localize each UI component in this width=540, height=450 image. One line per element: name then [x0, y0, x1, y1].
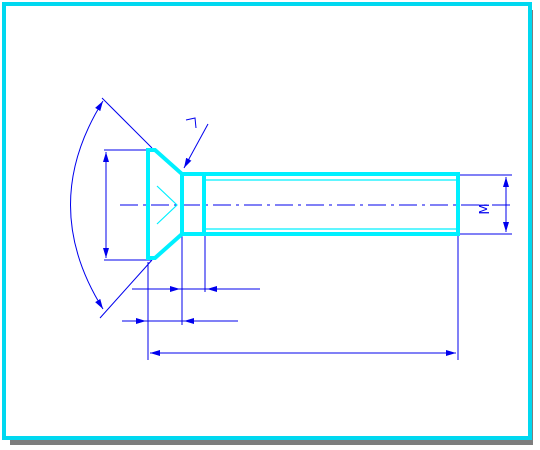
- screw-shank: [202, 172, 460, 236]
- screw-outline: [146, 148, 460, 260]
- countersink-angle-dimension: [70, 97, 153, 319]
- l-leader: [183, 117, 209, 169]
- frame-border: [2, 2, 532, 440]
- head-height-dimensions: [122, 236, 260, 360]
- screw-inner-lines: [156, 179, 456, 230]
- dim-letter-m: M: [478, 203, 493, 214]
- length-dimension: [150, 236, 459, 360]
- head-diameter-dimension: [103, 149, 152, 261]
- thread-diameter-dimension: [460, 174, 512, 235]
